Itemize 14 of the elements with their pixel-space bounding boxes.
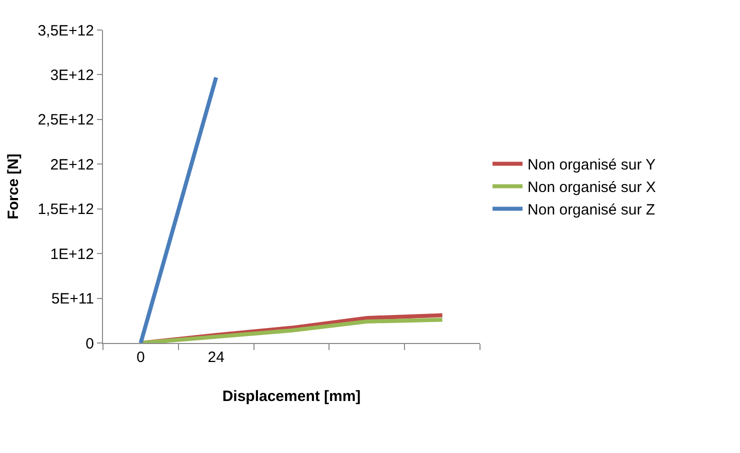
y-tick-label: 3E+12	[50, 66, 94, 84]
y-tick-label: 0	[86, 335, 94, 352]
legend-label: Non organisé sur X	[528, 179, 656, 196]
y-tick-label: 1,5E+12	[38, 201, 94, 218]
x-axis-title: Displacement [mm]	[222, 388, 361, 405]
legend-label: Non organisé sur Z	[528, 202, 656, 219]
legend-label: Non organisé sur Y	[528, 156, 656, 174]
y-tick-label: 3,5E+12	[38, 22, 94, 40]
y-tick-label: 5E+11	[51, 290, 94, 308]
y-axis-title: Force [N]	[4, 154, 22, 220]
y-tick-label: 2E+12	[50, 156, 94, 174]
x-tick-label: 24	[208, 349, 224, 366]
y-tick-label: 1E+12	[50, 246, 94, 263]
y-tick-label: 2,5E+12	[38, 112, 94, 129]
